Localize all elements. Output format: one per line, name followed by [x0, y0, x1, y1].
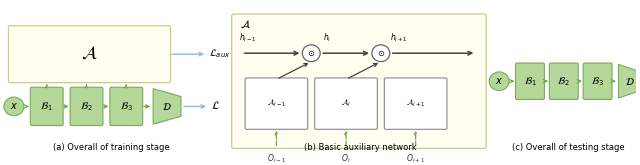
Text: $\mathcal{A}_{i}$: $\mathcal{A}_{i}$ [341, 98, 351, 109]
Text: $\mathcal{D}$: $\mathcal{D}$ [625, 76, 634, 87]
Text: (c) Overall of testing stage: (c) Overall of testing stage [513, 143, 625, 152]
Circle shape [302, 45, 320, 62]
Text: $\odot$: $\odot$ [377, 49, 385, 58]
Text: $\mathcal{A}$: $\mathcal{A}$ [81, 43, 98, 61]
Text: $\mathcal{B}_2$: $\mathcal{B}_2$ [557, 75, 570, 88]
Text: $\odot$: $\odot$ [307, 49, 316, 58]
Text: $O_i$: $O_i$ [341, 152, 351, 165]
FancyBboxPatch shape [70, 87, 103, 126]
FancyBboxPatch shape [315, 78, 378, 129]
Text: $\mathcal{D}$: $\mathcal{D}$ [162, 101, 172, 112]
Text: $\mathcal{B}_3$: $\mathcal{B}_3$ [591, 75, 604, 88]
Text: $\mathcal{B}_3$: $\mathcal{B}_3$ [120, 100, 132, 113]
FancyBboxPatch shape [232, 14, 486, 149]
Text: (b) Basic auxiliary network: (b) Basic auxiliary network [303, 143, 416, 152]
FancyBboxPatch shape [110, 87, 143, 126]
Text: $\mathcal{L}$: $\mathcal{L}$ [211, 99, 220, 111]
FancyBboxPatch shape [583, 63, 612, 99]
FancyBboxPatch shape [245, 78, 308, 129]
Text: $x$: $x$ [10, 101, 18, 111]
Text: $\mathcal{B}_1$: $\mathcal{B}_1$ [40, 100, 53, 113]
Text: $\mathcal{A}$: $\mathcal{A}$ [239, 19, 251, 30]
Text: $h_i$: $h_i$ [323, 31, 332, 44]
Text: $\mathcal{L}_{aux}$: $\mathcal{L}_{aux}$ [209, 47, 230, 60]
FancyBboxPatch shape [8, 26, 170, 83]
Text: $O_{i+1}$: $O_{i+1}$ [406, 152, 425, 165]
Text: $\mathcal{B}_1$: $\mathcal{B}_1$ [524, 75, 536, 88]
Text: $x$: $x$ [495, 76, 503, 86]
Circle shape [489, 72, 509, 91]
Text: $h_{i+1}$: $h_{i+1}$ [390, 31, 408, 44]
FancyBboxPatch shape [516, 63, 545, 99]
Circle shape [4, 97, 24, 116]
FancyBboxPatch shape [30, 87, 63, 126]
Polygon shape [153, 89, 181, 124]
FancyBboxPatch shape [549, 63, 578, 99]
Circle shape [372, 45, 390, 62]
Text: $\mathcal{A}_{i+1}$: $\mathcal{A}_{i+1}$ [406, 98, 426, 109]
Text: $h_{i-1}$: $h_{i-1}$ [239, 31, 257, 44]
Text: (a) Overall of training stage: (a) Overall of training stage [53, 143, 170, 152]
Polygon shape [618, 64, 640, 98]
FancyBboxPatch shape [384, 78, 447, 129]
Text: $O_{i-1}$: $O_{i-1}$ [267, 152, 286, 165]
Text: $\mathcal{B}_2$: $\mathcal{B}_2$ [80, 100, 93, 113]
Text: $\mathcal{A}_{i-1}$: $\mathcal{A}_{i-1}$ [267, 98, 286, 109]
